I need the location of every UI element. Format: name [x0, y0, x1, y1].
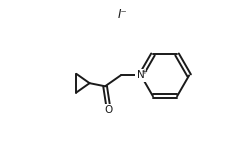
Text: I⁻: I⁻	[118, 8, 128, 21]
Text: +: +	[141, 69, 147, 75]
Text: N: N	[137, 70, 145, 80]
Text: O: O	[104, 105, 112, 115]
